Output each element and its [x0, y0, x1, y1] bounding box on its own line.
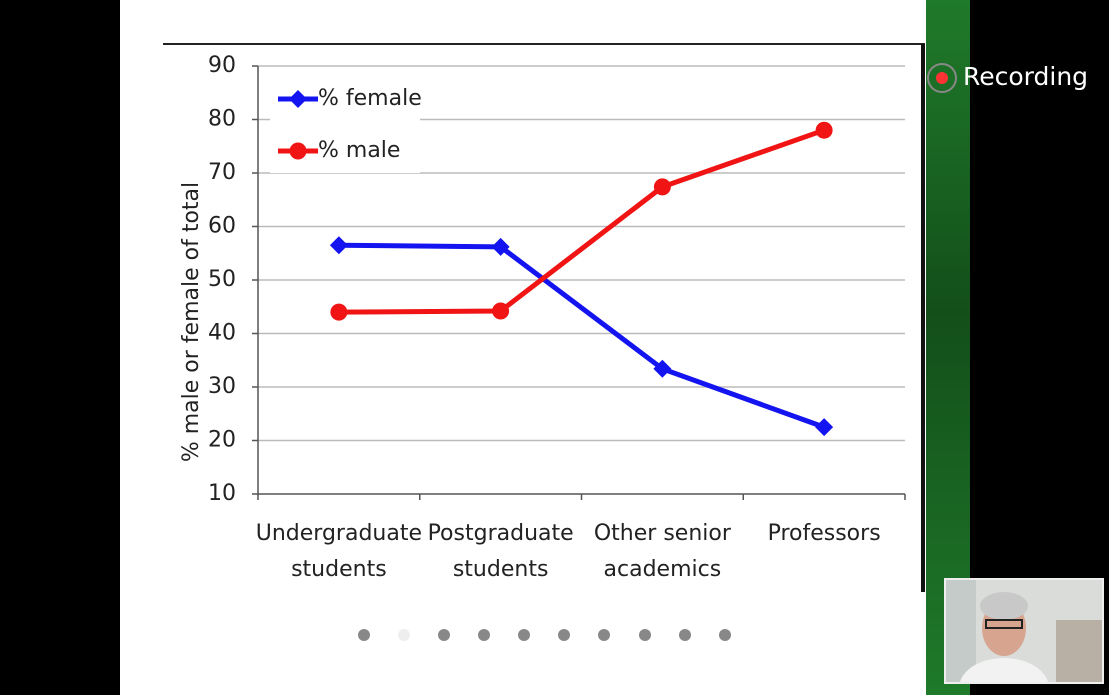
y-tick-label: 60: [208, 214, 236, 239]
y-tick-label: 10: [208, 481, 236, 506]
y-tick-label: 40: [208, 321, 236, 346]
y-tick-label: 90: [208, 53, 236, 78]
webcam-image: [946, 580, 1102, 682]
data-point: [491, 237, 510, 256]
data-point: [653, 178, 671, 196]
data-point: [289, 90, 307, 108]
data-point: [330, 303, 348, 321]
y-axis-label: % male or female of total: [179, 182, 204, 462]
recording-label: Recording: [963, 62, 1089, 91]
data-point: [815, 121, 833, 139]
data-point: [653, 359, 672, 378]
slide: [120, 0, 926, 695]
recording-icon: [927, 63, 957, 93]
x-tick-label: Professors: [767, 521, 881, 546]
data-point: [329, 236, 348, 255]
y-tick-label: 30: [208, 374, 236, 399]
data-point: [289, 142, 307, 160]
x-tick-label: Undergraduate students: [255, 521, 422, 582]
series-line: [338, 242, 825, 430]
legend-label: % male: [318, 138, 400, 163]
y-tick-label: 50: [208, 267, 236, 292]
y-tick-label: 80: [208, 107, 236, 132]
x-tick-label: Postgraduate students: [427, 521, 574, 582]
series-line: [338, 127, 825, 315]
y-tick-label: 70: [208, 160, 236, 185]
y-tick-label: 20: [208, 428, 236, 453]
webcam-thumbnail: [944, 578, 1104, 684]
recording-dot: [936, 72, 948, 84]
legend-label: % female: [318, 86, 422, 111]
data-point: [492, 302, 510, 320]
x-tick-label: Other senior academics: [593, 521, 731, 582]
carousel-dots: [358, 629, 731, 641]
data-point: [815, 418, 834, 437]
